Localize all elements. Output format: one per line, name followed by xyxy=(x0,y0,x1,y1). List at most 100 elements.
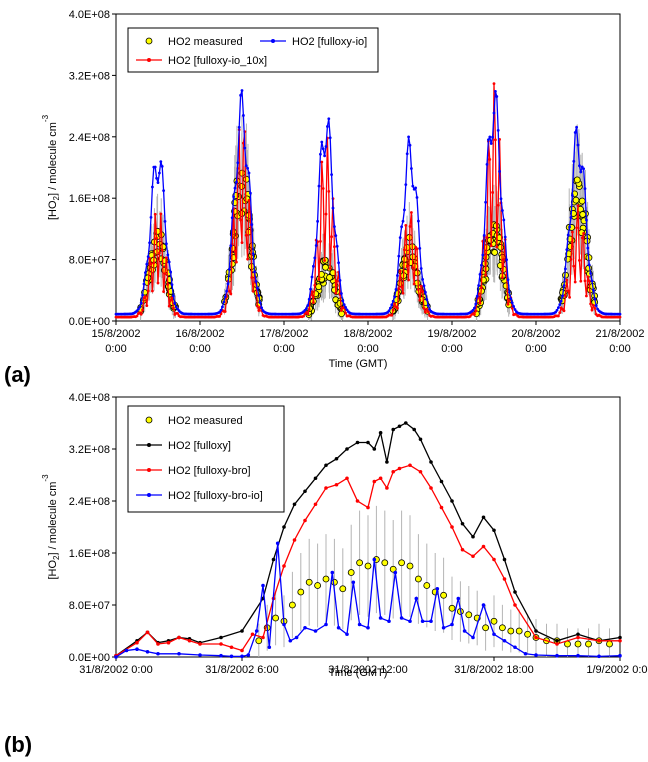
legend-label: HO2 [fulloxy] xyxy=(168,440,231,452)
series-fulloxy-io-10x-point xyxy=(393,302,396,306)
series-fulloxy-io-10x-point xyxy=(485,236,489,239)
series-ho2-fulloxy-bro--line xyxy=(115,464,620,657)
series-fulloxy-io-point xyxy=(222,300,226,304)
series-ho2-fulloxy-bro-io--point xyxy=(313,629,318,633)
series-fulloxy-io-point xyxy=(344,306,347,309)
series-fulloxy-io-10x-point xyxy=(474,309,478,313)
series-ho2-fulloxy-bro-io--point xyxy=(366,625,370,630)
series-fulloxy-io-point xyxy=(426,304,430,307)
series-fulloxy-io-10x-point xyxy=(566,289,570,293)
series-fulloxy-io-point xyxy=(341,299,345,303)
series-fulloxy-io-point xyxy=(149,216,153,219)
series-fulloxy-io-point xyxy=(257,294,261,297)
series-ho2-fulloxy-bro-io--point xyxy=(229,654,234,659)
series-fulloxy-io-10x-point xyxy=(396,306,399,310)
series-fulloxy-io-point xyxy=(509,297,513,301)
series-fulloxy-io-point xyxy=(496,128,500,132)
series-fulloxy-io-point xyxy=(324,145,328,148)
legend: HO2 measured HO2 [fulloxy] HO2 [fulloxy-br… xyxy=(127,405,285,513)
series-fulloxy-io-point xyxy=(229,244,233,248)
series-fulloxy-io-10x-point xyxy=(573,280,577,284)
y-tick-label: 0.0E+00 xyxy=(69,652,110,664)
x-tick-label-line2: 0:00 xyxy=(189,343,210,355)
series-ho2-fulloxy-bro--point xyxy=(576,635,580,640)
series-fulloxy-io-point xyxy=(482,234,486,237)
series-ho2-fulloxy-bro-io--point xyxy=(294,635,299,640)
x-tick-label-line2: 0:00 xyxy=(273,343,294,355)
series-fulloxy-io-10x-point xyxy=(330,235,333,239)
series-fulloxy-io-point xyxy=(589,272,592,275)
series-fulloxy-io-point xyxy=(585,218,588,222)
series-fulloxy-io-point xyxy=(565,248,569,252)
series-fulloxy-io-10x-point xyxy=(163,272,167,276)
series-ho2-fulloxy-bro-io--point xyxy=(336,625,341,630)
series-fulloxy-io-point xyxy=(495,95,499,98)
series-fulloxy-io-point xyxy=(246,166,250,170)
series-fulloxy-io-10x-point xyxy=(256,304,259,308)
series-fulloxy-io-10x-point xyxy=(251,289,255,293)
series-fulloxy-io-10x-point xyxy=(586,275,590,279)
measured-point xyxy=(440,591,448,599)
series-fulloxy-io-10x-point xyxy=(244,233,248,237)
series-ho2-fulloxy-bro--point xyxy=(429,486,433,490)
series-ho2-fulloxy-bro-io--point xyxy=(303,625,307,630)
series-fulloxy-io-10x-point xyxy=(557,314,560,318)
series-ho2-fulloxy-bro--point xyxy=(198,642,202,646)
series-fulloxy-io-point xyxy=(317,184,321,188)
series-ho2-fulloxy--point xyxy=(471,534,475,539)
series-fulloxy-io-point xyxy=(403,208,406,212)
series-fulloxy-io-point xyxy=(396,274,399,277)
measured-point xyxy=(413,279,421,287)
series-ho2-fulloxy-bro--point xyxy=(261,635,265,640)
measured-point xyxy=(606,640,613,648)
series-fulloxy-io-point xyxy=(492,111,496,115)
series-ho2-fulloxy-bro--point xyxy=(555,642,559,646)
series-fulloxy-io-10x-point xyxy=(324,212,328,216)
series-ho2-fulloxy--point xyxy=(324,463,328,468)
series-fulloxy-io-point xyxy=(146,255,150,259)
series-fulloxy-io-point xyxy=(561,294,564,298)
series-fulloxy-io-10x-point xyxy=(335,279,339,283)
series-ho2-fulloxy-bro-io--point xyxy=(345,632,349,637)
series-fulloxy-io-point xyxy=(474,302,478,306)
series-fulloxy-io-10x-point xyxy=(558,311,562,315)
series-fulloxy-io-point xyxy=(491,135,494,139)
series-fulloxy-io-point xyxy=(326,125,329,128)
series-fulloxy-io-point xyxy=(389,306,392,310)
measured-point xyxy=(339,585,347,593)
series-fulloxy-io-point xyxy=(155,176,159,180)
measured-point xyxy=(322,575,330,583)
x-tick-label: 18/8/2002 xyxy=(344,328,393,340)
series-fulloxy-io-point xyxy=(247,171,251,175)
series-fulloxy-io-10x-point xyxy=(235,260,238,264)
series-fulloxy-io-point xyxy=(422,284,426,288)
series-ho2-fulloxy-bro-io--point xyxy=(324,622,328,627)
series-ho2-fulloxy-bro-io--point xyxy=(240,654,244,659)
y-tick-label: 8.0E+07 xyxy=(69,255,110,267)
series-ho2-fulloxy-bro--point xyxy=(345,476,349,481)
y-tick-label: 1.6E+08 xyxy=(69,548,110,560)
series-fulloxy-io-point xyxy=(590,279,594,283)
series-fulloxy-io-point xyxy=(485,162,489,166)
series-fulloxy-io-point xyxy=(562,284,566,287)
x-tick-label: 21/8/2002 xyxy=(596,328,645,340)
series-ho2-fulloxy--point xyxy=(492,528,496,533)
series-fulloxy-io-point xyxy=(305,307,308,310)
series-ho2-fulloxy--point xyxy=(576,632,580,637)
x-tick-label: 20/8/2002 xyxy=(512,328,561,340)
series-fulloxy-io-10x-point xyxy=(218,314,222,318)
x-tick-label: 31/8/2002 0:00 xyxy=(79,664,152,676)
series-ho2-fulloxy-bro-io--point xyxy=(267,645,272,650)
series-ho2-fulloxy-bro--point xyxy=(334,482,339,487)
series-fulloxy-io-point xyxy=(335,244,339,248)
measured-point xyxy=(330,578,338,586)
series-fulloxy-io-point xyxy=(407,135,410,139)
series-fulloxy-io-10x-point xyxy=(618,315,622,319)
series-fulloxy-io-point xyxy=(586,246,590,250)
series-fulloxy-io-point xyxy=(327,117,331,121)
series-fulloxy-io-10x-point xyxy=(155,236,159,240)
series-ho2-fulloxy--point xyxy=(555,638,559,643)
series-fulloxy-io-point xyxy=(237,125,241,129)
series-fulloxy-io-10x-point xyxy=(578,258,581,262)
series-fulloxy-io-point xyxy=(400,225,403,229)
